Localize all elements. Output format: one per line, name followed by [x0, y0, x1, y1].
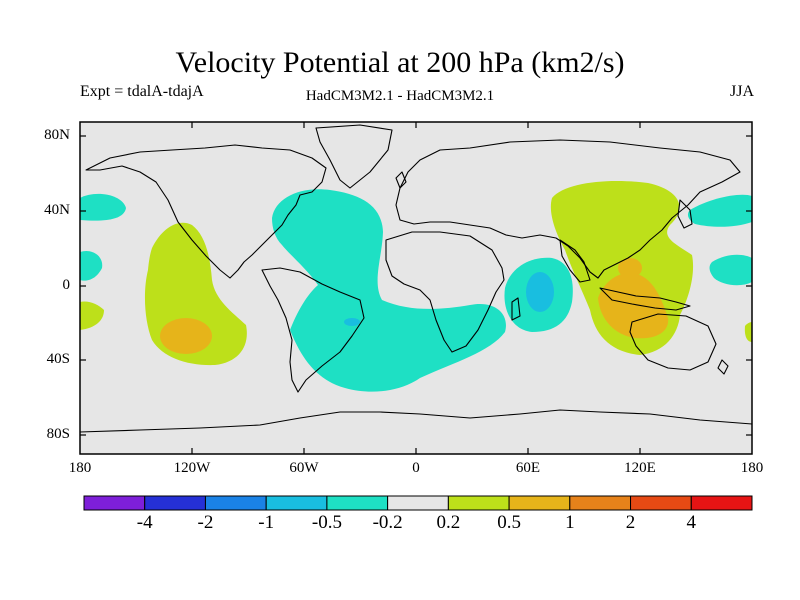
- south-china-sea-core: [618, 258, 642, 278]
- indian-ocean-core: [526, 272, 554, 312]
- lat-label-80s: 80S: [46, 426, 70, 442]
- north-america-coast: [85, 144, 327, 279]
- map-panel: [80, 122, 752, 454]
- colorbar-swatch: [690, 495, 753, 511]
- negative-anomaly-regions: [80, 189, 752, 392]
- lon-label-120w: 120W: [173, 460, 211, 476]
- colorbar-swatch: [508, 495, 571, 511]
- lat-label-80n: 80N: [44, 127, 70, 143]
- maritime-continent-core: [598, 272, 669, 339]
- central-pacific-positive-region: [80, 301, 104, 330]
- south-america-coast: [261, 267, 365, 393]
- lat-label-40s: 40S: [46, 351, 70, 367]
- colorbar-label: -0.5: [311, 512, 342, 533]
- west-edge-positive-region: [744, 322, 752, 342]
- equatorial-east-pacific-negative-region: [80, 250, 103, 281]
- lat-label-0: 0: [62, 277, 71, 293]
- colorbar-swatch: [447, 495, 510, 511]
- lon-label-0: 0: [412, 460, 420, 476]
- greenland-coast: [315, 124, 393, 189]
- colorbar-label: -0.2: [372, 512, 403, 533]
- lon-label-120e: 120E: [624, 460, 656, 476]
- colorbar-label: 2: [625, 512, 636, 533]
- lon-label-60w: 60W: [289, 460, 319, 476]
- colorbar-swatch: [204, 495, 267, 511]
- colorbar-label: 0.5: [497, 512, 521, 533]
- colorbar: [83, 495, 753, 511]
- madagascar-coast: [511, 297, 521, 321]
- colorbar-label: 0.2: [436, 512, 461, 533]
- africa-coast: [385, 231, 505, 353]
- south-atlantic-core: [344, 318, 360, 326]
- colorbar-swatch: [83, 495, 146, 511]
- coastlines: [80, 124, 752, 433]
- colorbar-label: 1: [565, 512, 575, 533]
- antarctica-coast: [80, 409, 752, 433]
- colorbar-label: -2: [197, 512, 214, 533]
- colorbar-swatch: [569, 495, 632, 511]
- australia-coast: [629, 313, 717, 371]
- model-label: HadCM3M2.1 - HadCM3M2.1: [305, 88, 495, 104]
- lon-label-180-left: 180: [68, 460, 92, 476]
- colorbar-label: 4: [686, 512, 697, 533]
- british-isles-coast: [395, 171, 407, 189]
- colorbar-label: -4: [136, 512, 153, 533]
- indonesia-coast: [599, 287, 691, 311]
- colorbar-label: -1: [258, 512, 275, 533]
- north-pacific-west-negative-region: [80, 193, 126, 221]
- lon-label-180-right: 180: [740, 460, 764, 476]
- eurasia-coast: [395, 139, 741, 279]
- colorbar-swatch: [144, 495, 206, 511]
- colorbar-swatch: [630, 495, 692, 511]
- season-label: JJA: [729, 83, 754, 100]
- lon-label-60e: 60E: [515, 460, 541, 476]
- stronger-positive-spots: [160, 258, 669, 354]
- lat-label-40n: 40N: [44, 202, 70, 218]
- north-pacific-east-negative-region: [687, 194, 752, 227]
- atlantic-negative-region: [272, 189, 506, 392]
- colorbar-swatch: [387, 495, 449, 511]
- india-coast: [559, 239, 591, 283]
- south-pacific-core: [160, 318, 212, 354]
- japan-coast: [677, 199, 693, 229]
- dateline-negative-region: [709, 254, 752, 286]
- stronger-negative-spots: [344, 272, 554, 326]
- experiment-label: Expt = tdalA-tdajA: [80, 83, 204, 100]
- colorbar-swatch: [326, 495, 389, 511]
- axis-ticks: [80, 122, 752, 454]
- colorbar-swatch: [265, 495, 328, 511]
- map-title: Velocity Potential at 200 hPa (km2/s): [175, 46, 625, 79]
- new-zealand-coast: [717, 359, 729, 375]
